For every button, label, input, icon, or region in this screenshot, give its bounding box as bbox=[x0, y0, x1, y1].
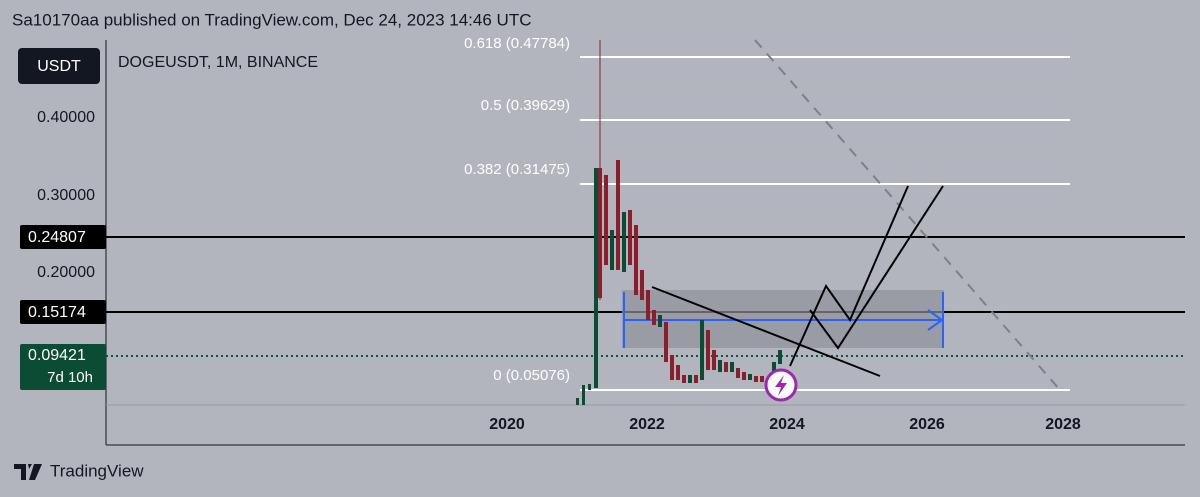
publish-info: Sa10170aa published on TradingView.com, … bbox=[12, 10, 531, 29]
time-label: 2028 bbox=[1045, 416, 1081, 433]
trend-line bbox=[651, 286, 881, 377]
price-marker-label: 0.15174 bbox=[28, 304, 86, 321]
price-label: 0.30000 bbox=[37, 187, 95, 204]
time-label: 2026 bbox=[909, 416, 945, 433]
price-marker-label: 0.24807 bbox=[28, 229, 86, 246]
trend-line bbox=[754, 39, 1061, 391]
fib-label: 0.5 (0.39629) bbox=[481, 97, 570, 114]
time-label: 2022 bbox=[629, 416, 665, 433]
event-icon-bolt bbox=[775, 375, 787, 396]
symbol-info: DOGEUSDT, 1M, BINANCE bbox=[118, 54, 318, 71]
brand-name: TradingView bbox=[50, 461, 144, 480]
projection bbox=[809, 185, 944, 350]
price-marker bbox=[20, 300, 106, 324]
price-label: 0.20000 bbox=[37, 264, 95, 281]
current-price-label: 0.09421 bbox=[28, 347, 86, 364]
arrow-head bbox=[927, 309, 944, 331]
countdown-label: 7d 10h bbox=[47, 369, 93, 386]
price-marker bbox=[20, 225, 106, 249]
currency-label: USDT bbox=[37, 58, 81, 75]
currency-button[interactable] bbox=[18, 48, 100, 84]
fib-label: 0 (0.05076) bbox=[493, 367, 570, 384]
fib-label: 0.382 (0.31475) bbox=[464, 161, 570, 178]
time-label: 2024 bbox=[769, 416, 805, 433]
brand-logo bbox=[14, 464, 42, 480]
projection bbox=[789, 185, 909, 367]
price-label: 0.40000 bbox=[37, 109, 95, 126]
current-price-marker bbox=[20, 344, 106, 390]
candles bbox=[576, 40, 782, 405]
time-label: 2020 bbox=[489, 416, 525, 433]
fib-label: 0.618 (0.47784) bbox=[464, 35, 570, 52]
